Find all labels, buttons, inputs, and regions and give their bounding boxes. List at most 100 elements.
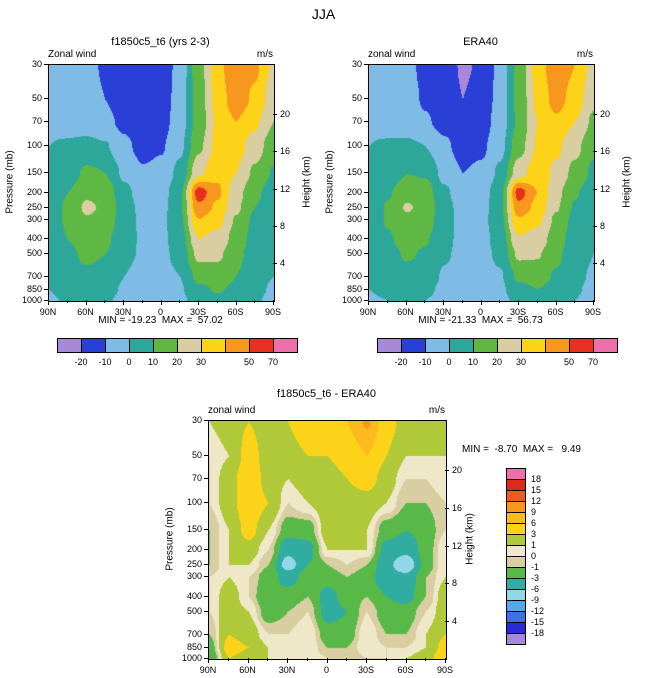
axis-tick xyxy=(44,98,48,100)
axis-tick-label: 30 xyxy=(191,415,202,425)
axis-tick-label: 50 xyxy=(191,449,202,460)
colorbar-label: 20 xyxy=(491,357,502,367)
colorbar-label: -18 xyxy=(531,628,545,638)
axis-tick-label: 12 xyxy=(600,183,611,194)
colorbar-label: 10 xyxy=(467,357,478,367)
colorbar-label: 0 xyxy=(531,551,537,561)
axis-tick xyxy=(44,300,48,301)
axis-tick-label: 150 xyxy=(186,524,202,535)
axis-tick xyxy=(160,300,162,305)
axis-tick xyxy=(235,300,237,305)
plot-frame-era40 xyxy=(368,64,595,302)
colorbar-box xyxy=(81,338,106,353)
axis-tick xyxy=(593,300,594,305)
colorbar-label: 1 xyxy=(531,540,537,550)
colorbar-label: -20 xyxy=(394,357,408,367)
axis-tick-label: 30N xyxy=(114,307,132,317)
axis-tick xyxy=(273,226,277,228)
axis-tick xyxy=(326,658,328,663)
axis-tick-label: 400 xyxy=(26,233,42,244)
axis-tick-label: 1000 xyxy=(181,653,202,663)
colorbar-box xyxy=(497,338,522,353)
axis-tick xyxy=(204,548,208,550)
axis-tick xyxy=(44,191,48,193)
panel-title-model: f1850c5_t6 (yrs 2-3) xyxy=(111,36,210,48)
figure-title: JJA xyxy=(311,6,336,22)
axis-tick xyxy=(364,172,368,174)
axis-tick-label: 100 xyxy=(26,140,42,151)
colorbar-label: 20 xyxy=(171,357,182,367)
axis-tick-label: 200 xyxy=(186,543,202,554)
axis-tick-label: 0 xyxy=(157,307,163,317)
axis-tick xyxy=(273,300,274,305)
axis-tick xyxy=(424,300,426,303)
axis-tick xyxy=(364,191,368,193)
field-label-era40: zonal wind xyxy=(368,49,416,60)
axis-tick-label: 90S xyxy=(264,307,281,317)
panel-title-era40: ERA40 xyxy=(463,36,498,48)
axis-tick-label: 30S xyxy=(357,665,374,675)
minmax-model: MIN = -19.23 MAX = 57.02 xyxy=(98,315,223,326)
colorbar-label: 0 xyxy=(446,357,452,367)
axis-tick-label: 20 xyxy=(452,465,463,476)
axis-tick-label: 12 xyxy=(280,183,291,194)
axis-tick xyxy=(104,300,106,303)
axis-tick xyxy=(204,454,208,456)
axis-tick xyxy=(366,658,367,663)
axis-tick-label: 60S xyxy=(227,307,244,317)
colorbar-box xyxy=(593,338,618,353)
axis-tick-label: 100 xyxy=(346,140,362,151)
axis-tick-label: 70 xyxy=(351,116,362,127)
colorbar-label: 30 xyxy=(195,357,206,367)
axis-tick-label: 200 xyxy=(26,186,42,197)
axis-tick xyxy=(593,226,597,228)
axis-tick xyxy=(204,595,208,597)
axis-tick xyxy=(227,658,229,661)
axis-tick-label: 90N xyxy=(39,307,57,317)
colorbar-label: -3 xyxy=(531,573,540,583)
axis-tick-label: 60N xyxy=(239,665,256,675)
colorbar-box xyxy=(201,338,226,353)
axis-tick xyxy=(204,658,208,659)
plot-frame-diff xyxy=(208,420,447,660)
colorbar-label: -20 xyxy=(74,357,88,367)
colorbar-box xyxy=(57,338,82,353)
axis-tick-label: 90S xyxy=(584,307,601,317)
axis-tick xyxy=(536,300,538,303)
plot-header-era40: zonal wind m/s xyxy=(368,49,593,60)
colorbar-label: 18 xyxy=(531,474,542,484)
colorbar-box xyxy=(105,338,130,353)
colorbar-box xyxy=(377,338,402,353)
panel-title-diff: f1850c5_t6 - ERA40 xyxy=(276,388,377,400)
axis-tick xyxy=(254,300,256,303)
axis-tick xyxy=(518,300,519,305)
axis-tick-label: 30S xyxy=(189,307,206,317)
contour-field-diff xyxy=(209,421,446,659)
colorbar-label: 15 xyxy=(531,485,542,495)
axis-tick xyxy=(273,188,277,190)
axis-tick xyxy=(386,300,388,303)
axis-tick-label: 700 xyxy=(186,628,202,639)
axis-tick xyxy=(445,583,449,585)
axis-tick xyxy=(48,300,49,305)
colorbar-box xyxy=(569,338,594,353)
axis-tick xyxy=(405,658,407,663)
colorbar-box xyxy=(521,338,546,353)
colorbar-label: 12 xyxy=(531,496,542,506)
colorbar-label: 10 xyxy=(147,357,158,367)
axis-tick-label: 20 xyxy=(280,108,291,119)
axis-tick xyxy=(44,121,48,123)
axis-tick xyxy=(385,658,387,661)
minmax-era40: MIN = -21.33 MAX = 56.73 xyxy=(418,315,543,326)
field-label-diff: zonal wind xyxy=(208,405,256,416)
axis-tick xyxy=(555,300,557,305)
axis-tick-label: 60N xyxy=(397,307,414,317)
axis-tick-label: 60N xyxy=(77,307,94,317)
axis-tick-label: 200 xyxy=(346,186,362,197)
colorbar-label: 70 xyxy=(267,357,278,367)
colorbar-label: 50 xyxy=(563,357,574,367)
axis-tick xyxy=(461,300,463,303)
axis-tick xyxy=(141,300,143,303)
